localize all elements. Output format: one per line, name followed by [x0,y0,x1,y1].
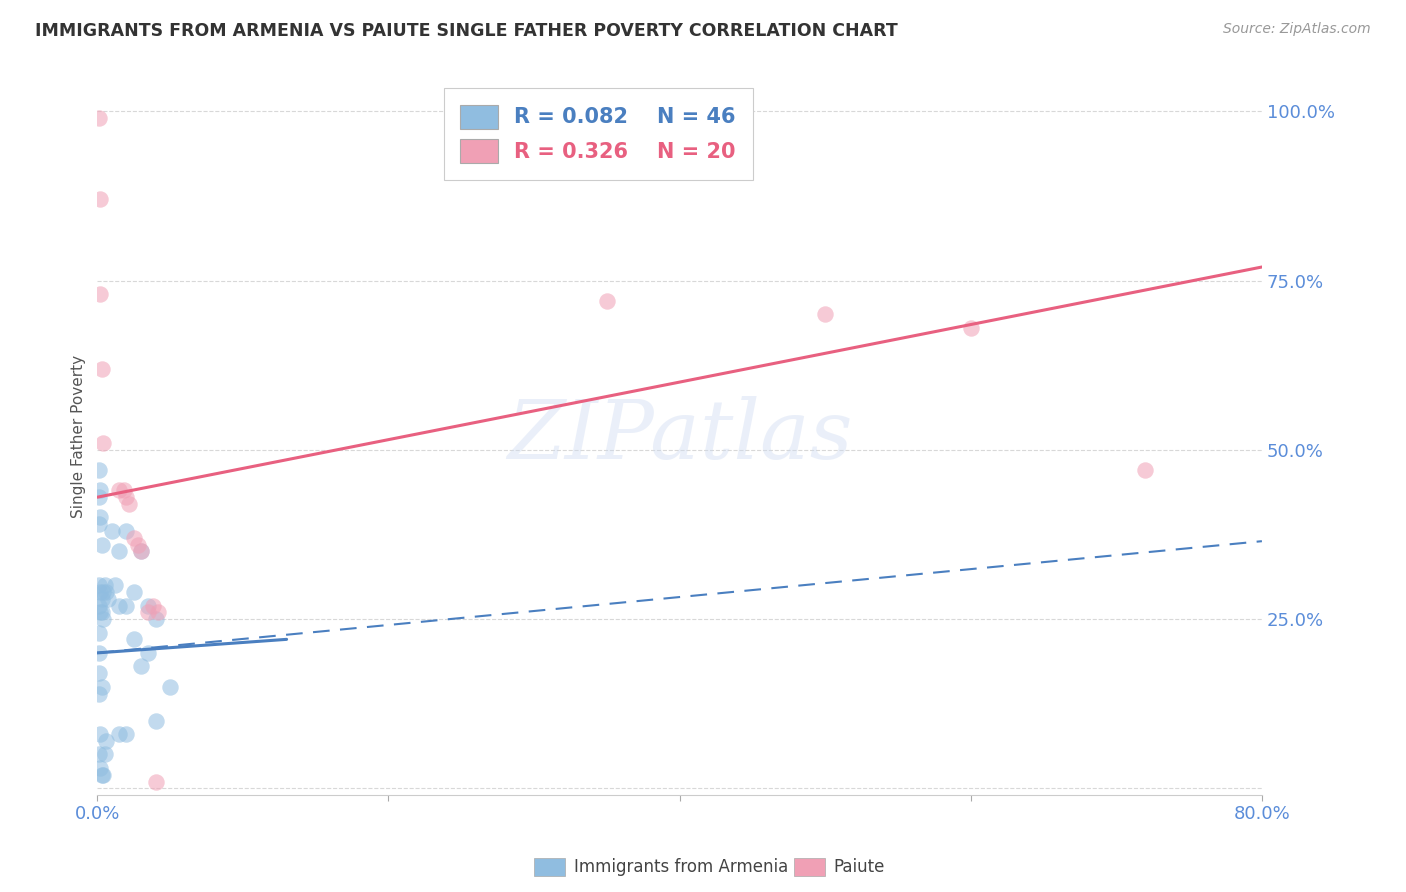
Legend: R = 0.082    N = 46, R = 0.326    N = 20: R = 0.082 N = 46, R = 0.326 N = 20 [444,87,752,179]
Point [104,578,127,592]
Text: Paiute: Paiute [834,858,886,876]
Point [148,605,170,619]
Point [959,321,981,335]
Point [87,463,110,477]
Point [115,599,138,613]
Point [90,605,112,619]
Point [87,490,110,504]
Point [142,599,165,613]
Point [90,538,112,552]
Point [90,768,112,782]
Point [136,605,159,619]
Point [145,714,167,728]
Point [115,727,138,741]
Point [91,436,114,450]
Text: Source: ZipAtlas.com: Source: ZipAtlas.com [1223,22,1371,37]
Point [89,761,111,775]
Point [89,510,111,524]
Point [596,293,619,308]
Point [108,727,131,741]
Point [101,524,124,538]
Point [89,727,111,741]
Point [94,585,117,599]
Point [814,307,837,321]
Point [129,659,152,673]
Point [122,585,145,599]
Point [93,578,115,592]
Point [91,768,114,782]
Point [87,599,110,613]
Point [93,747,115,762]
Point [94,734,117,748]
Point [1135,463,1157,477]
Point [145,774,167,789]
Point [96,591,118,606]
Point [136,599,159,613]
Point [90,680,112,694]
Point [159,680,181,694]
Point [87,111,110,125]
Point [91,585,114,599]
Point [145,612,167,626]
Point [129,544,152,558]
Point [108,544,131,558]
Point [90,361,112,376]
Point [129,544,152,558]
Point [87,625,110,640]
Text: Immigrants from Armenia: Immigrants from Armenia [574,858,787,876]
Point [89,605,111,619]
Text: IMMIGRANTS FROM ARMENIA VS PAIUTE SINGLE FATHER POVERTY CORRELATION CHART: IMMIGRANTS FROM ARMENIA VS PAIUTE SINGLE… [35,22,898,40]
Point [87,747,110,762]
Point [118,497,141,511]
Point [87,646,110,660]
Point [89,585,111,599]
Point [87,686,110,700]
Point [87,578,110,592]
Point [108,483,131,498]
Point [89,287,111,301]
Point [127,538,149,552]
Point [87,517,110,532]
Point [112,483,135,498]
Point [115,524,138,538]
Point [90,591,112,606]
Point [136,646,159,660]
Point [108,599,131,613]
Text: ZIPatlas: ZIPatlas [508,396,852,476]
Y-axis label: Single Father Poverty: Single Father Poverty [72,355,86,518]
Point [122,531,145,545]
Point [115,490,138,504]
Point [122,632,145,647]
Point [89,483,111,498]
Point [91,612,114,626]
Point [87,666,110,681]
Point [89,192,111,206]
